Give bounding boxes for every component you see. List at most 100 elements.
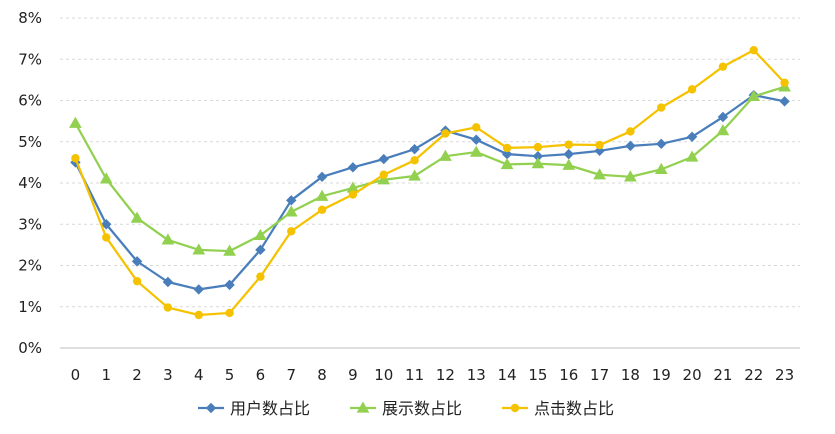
y-tick-label: 6% [18,92,42,110]
legend-label: 用户数占比 [230,399,310,418]
data-point [410,156,419,165]
series-lines [69,45,791,320]
legend: 用户数占比 展示数占比 点击数占比 [198,399,614,418]
y-tick-label: 8% [18,9,42,27]
data-point [564,140,573,149]
x-tick-label: 16 [559,366,578,384]
x-tick-label: 22 [744,366,763,384]
data-point [286,195,297,206]
data-point [687,85,697,94]
legend-marker [205,402,217,414]
data-point [132,276,142,286]
data-point [71,154,80,163]
x-tick-label: 20 [683,366,702,384]
x-tick-label: 17 [590,366,609,384]
data-point [593,168,606,180]
x-tick-label: 14 [498,366,517,384]
data-point [348,190,358,199]
data-point [686,131,698,143]
data-point [471,134,482,145]
data-point [656,138,667,150]
data-point [747,89,761,101]
x-tick-label: 12 [436,366,455,384]
x-tick-label: 8 [317,366,327,384]
x-tick-label: 9 [348,366,358,384]
data-point [284,205,298,217]
x-tick-label: 19 [652,366,671,384]
legend-item: 点击数占比 [502,399,614,418]
series-line [74,85,785,253]
data-point [255,244,266,256]
data-point [533,142,543,152]
legend-item: 用户数占比 [198,399,310,418]
legend-label: 展示数占比 [382,399,462,418]
data-point [654,162,668,175]
data-point [717,111,729,123]
x-tick-label: 7 [286,366,296,384]
data-point [162,276,174,288]
y-tick-label: 7% [18,50,42,68]
data-point [99,172,113,184]
data-point [256,272,265,281]
x-tick-label: 23 [775,366,794,384]
series-2 [69,80,791,256]
data-point [626,127,635,136]
legend-marker [356,401,370,413]
data-point [347,162,359,173]
data-point [657,103,666,112]
x-tick-label: 2 [132,366,142,384]
x-tick-label: 0 [71,366,81,384]
data-point [161,233,175,245]
data-point [69,116,82,128]
legend-item: 展示数占比 [350,399,462,418]
x-tick-label: 4 [194,366,204,384]
data-point [192,243,206,255]
data-point [469,145,483,157]
gridlines [60,17,800,349]
data-point [408,169,421,181]
x-tick-label: 1 [101,366,111,384]
data-point [625,140,636,152]
data-point [378,153,389,165]
data-point [287,227,296,236]
data-point [193,284,204,295]
data-point [194,310,203,320]
x-tick-label: 10 [374,366,393,384]
series-3 [71,45,789,320]
x-tick-label: 6 [256,366,266,384]
y-axis-ticks: 0% 1% 2% 3% 4% 5% 6% 7% 8% [18,9,42,357]
data-point [409,143,420,155]
data-point [562,158,576,170]
data-point [718,62,728,71]
data-point [163,303,173,312]
data-point [563,148,574,160]
x-tick-label: 15 [528,366,547,384]
data-point [780,78,789,87]
y-tick-label: 1% [18,298,42,316]
data-point [225,308,234,318]
y-tick-label: 4% [18,174,42,192]
legend-marker [510,403,520,413]
y-tick-label: 5% [18,133,42,151]
x-tick-label: 3 [163,366,173,384]
data-point [502,143,512,153]
y-tick-label: 0% [18,339,42,357]
data-point [379,170,388,179]
data-point [224,279,235,291]
x-tick-label: 21 [713,366,732,384]
data-point [472,123,481,132]
data-point [131,256,143,267]
data-point [439,149,452,161]
series-line [74,94,785,291]
data-point [531,157,545,169]
series-1 [70,89,790,295]
data-point [315,189,329,201]
x-tick-label: 5 [225,366,235,384]
series-line [74,49,786,317]
y-tick-label: 3% [18,215,42,233]
data-point [223,244,236,256]
data-point [624,170,637,182]
data-point [377,173,391,185]
